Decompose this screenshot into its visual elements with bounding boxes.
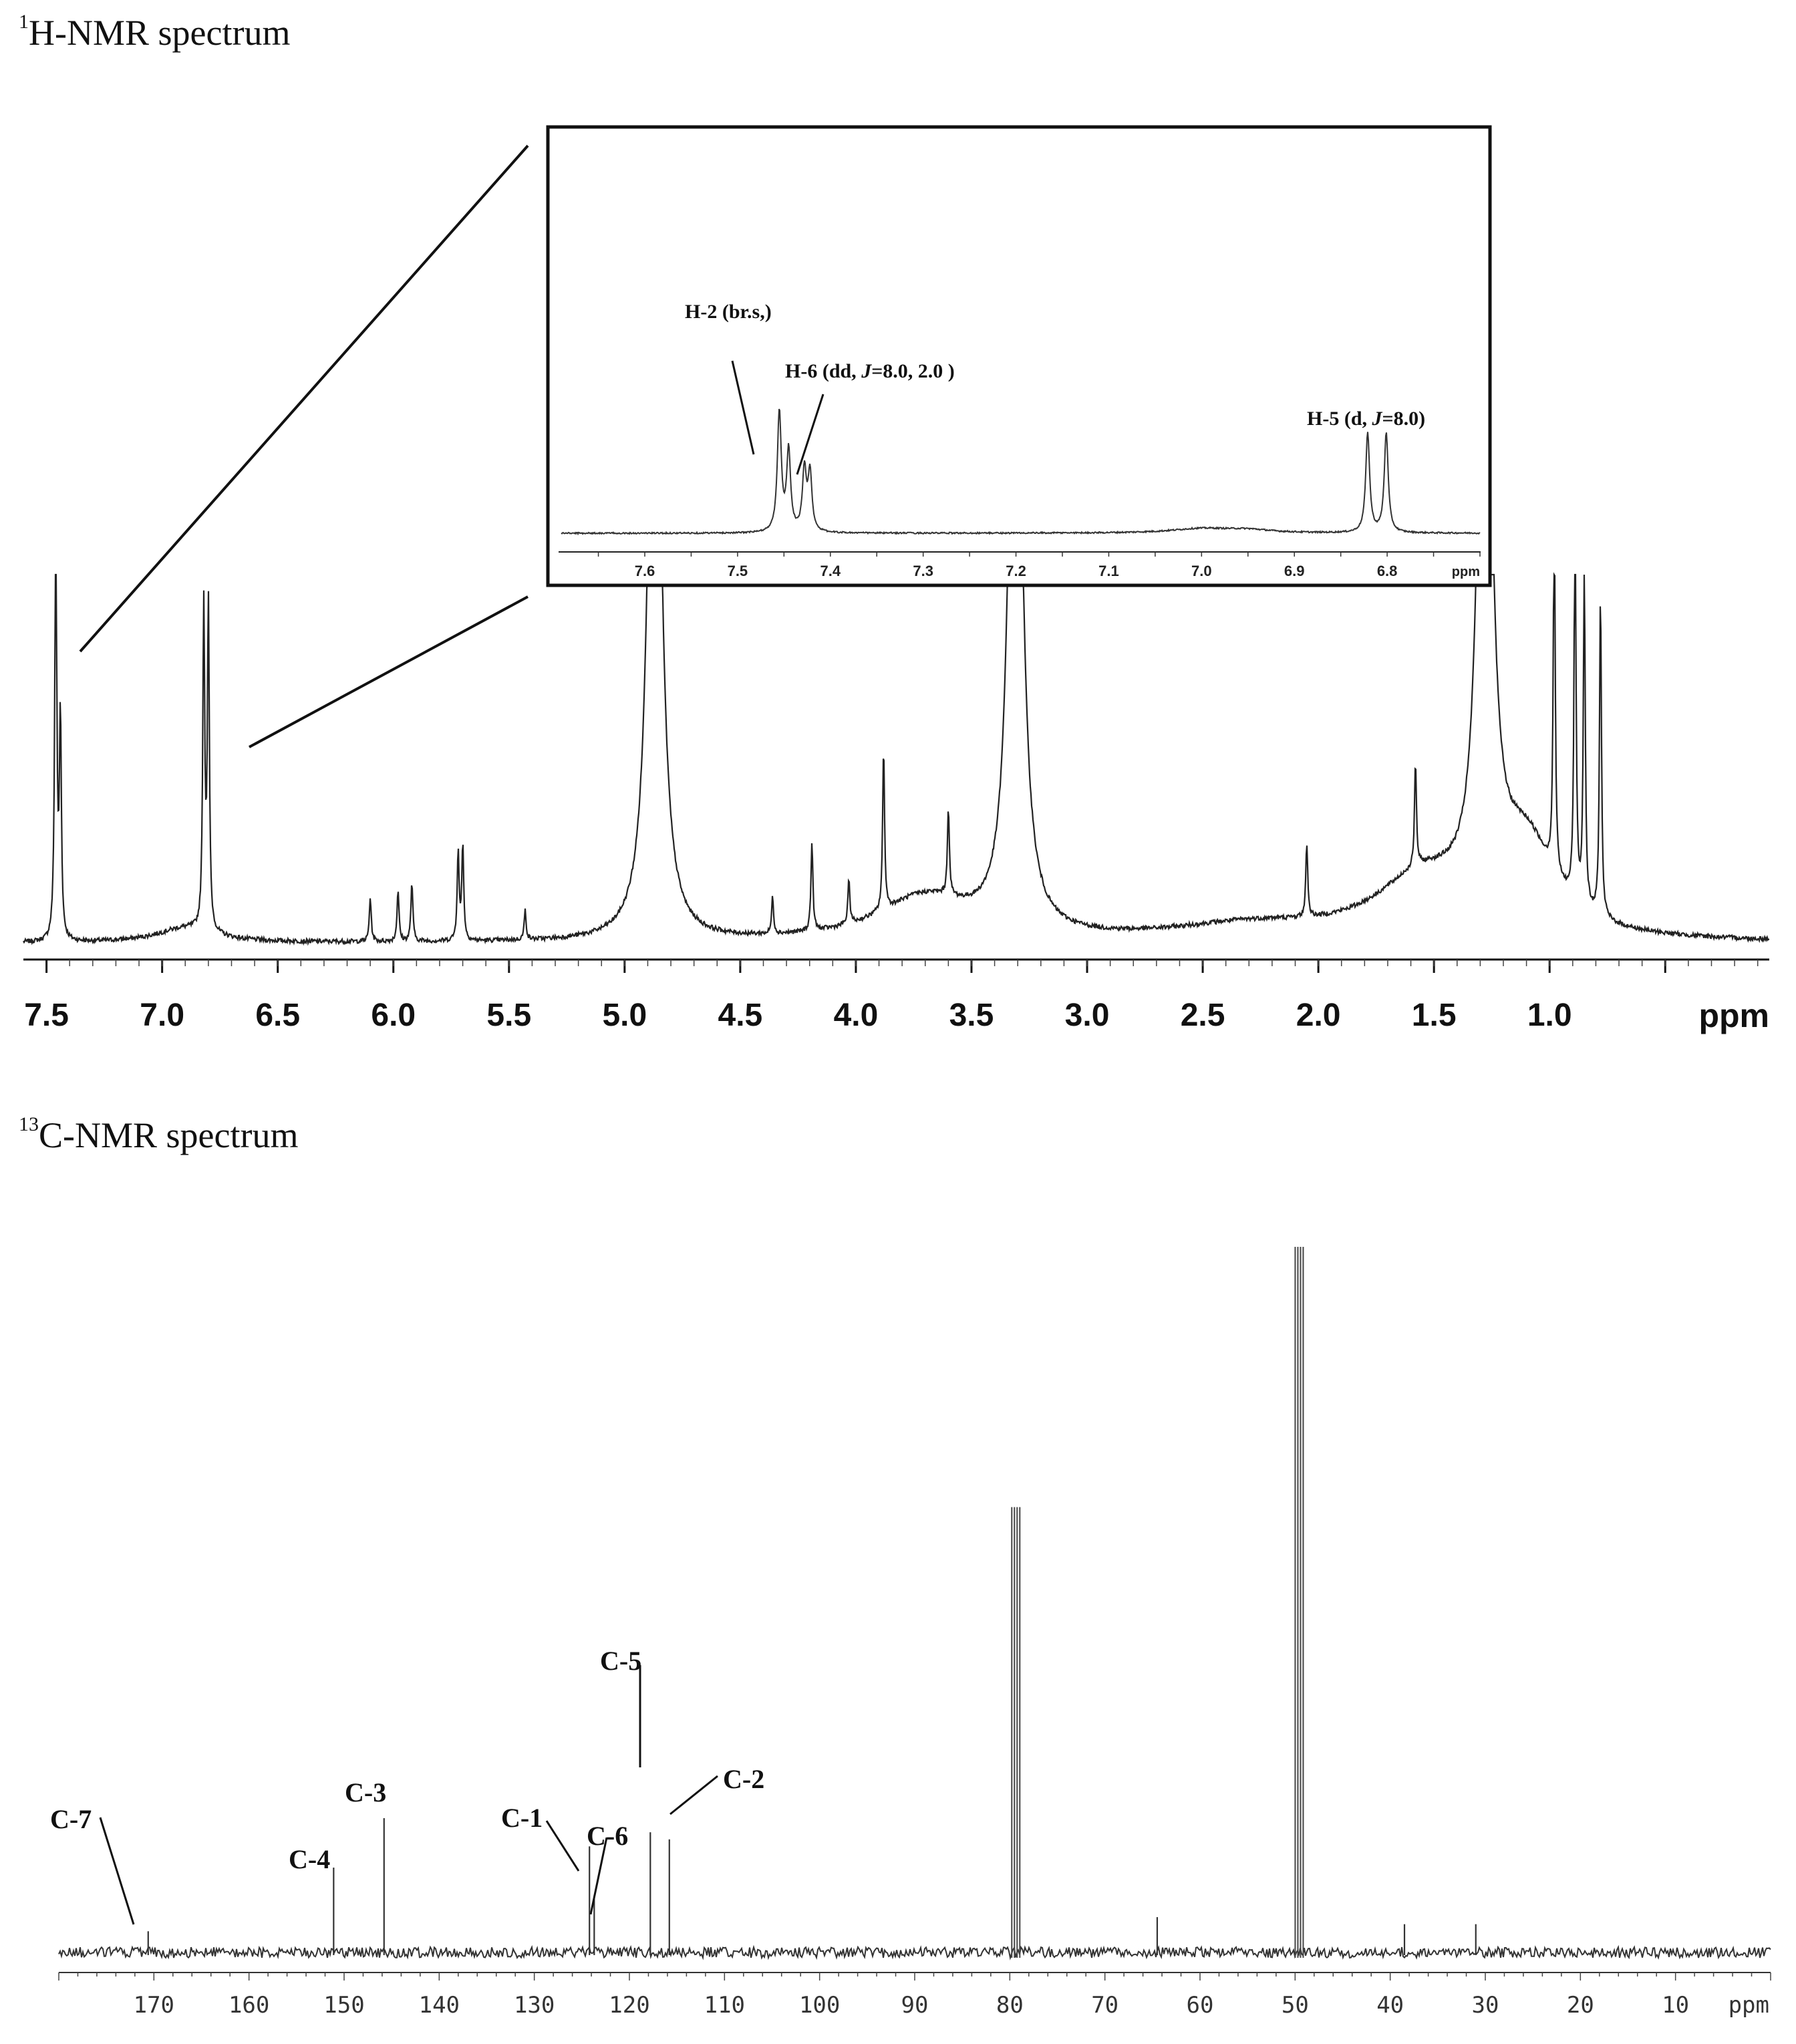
zoom-line-upper <box>79 144 529 653</box>
h-tick-label: 6.5 <box>255 998 300 1033</box>
h-tick-label: 4.0 <box>834 998 879 1033</box>
inset-axis-unit: ppm <box>1452 565 1480 579</box>
c-pointer-c-1 <box>545 1820 580 1872</box>
c-label-c-5: C-5 <box>600 1646 641 1676</box>
inset-tick-label: 7.2 <box>1006 563 1026 579</box>
c-label-c-1: C-1 <box>501 1803 543 1833</box>
inset-label-h5: H-5 (d, J=8.0) <box>1307 408 1425 430</box>
h-x-ticks <box>45 960 1759 973</box>
c-label-c-4: C-4 <box>289 1844 330 1874</box>
h6-pointer <box>796 394 825 475</box>
c-tick-label: 120 <box>609 1992 649 2019</box>
h-tick-label: 7.0 <box>140 998 184 1033</box>
h-tick-label: 5.0 <box>602 998 647 1033</box>
h-tick-label: 2.5 <box>1181 998 1225 1033</box>
h-tick-label: 3.5 <box>949 998 994 1033</box>
h-tick-label: 7.5 <box>24 998 69 1033</box>
c-tick-label: 70 <box>1091 1992 1118 2019</box>
inset-spectrum-trace <box>561 408 1481 536</box>
inset-label-h6: H-6 (dd, J=8.0, 2.0 ) <box>785 360 955 382</box>
c-tick-label: 110 <box>704 1992 745 2019</box>
c-tick-label: 150 <box>323 1992 364 2019</box>
h-tick-label: 5.5 <box>486 998 531 1033</box>
c-label-c-6: C-6 <box>587 1821 628 1851</box>
c-peak-8 <box>1294 1247 1304 1958</box>
c-pointer-c-7 <box>99 1817 135 1925</box>
c-baseline-noise <box>58 1944 1771 1960</box>
h-tick-label: 3.0 <box>1065 998 1110 1033</box>
inset-tick-label: 7.4 <box>820 563 841 579</box>
h-axis-unit: ppm <box>1698 997 1769 1034</box>
inset-label-h2: H-2 (br.s,) <box>685 301 772 323</box>
h2-pointer <box>731 360 755 455</box>
c-tick-label: 90 <box>901 1992 929 2019</box>
c-tick-label: 100 <box>799 1992 840 2019</box>
c-tick-label: 160 <box>229 1992 269 2019</box>
h-nmr-title: 1H-NMR spectrum <box>19 11 291 53</box>
c-nmr-title: 13C-NMR spectrum <box>19 1113 299 1155</box>
inset-tick-label: 7.6 <box>635 563 655 579</box>
c-tick-label: 10 <box>1662 1992 1689 2019</box>
c-tick-label: 40 <box>1376 1992 1404 2019</box>
h-tick-label: 2.0 <box>1296 998 1341 1033</box>
c-tick-label: 60 <box>1187 1992 1214 2019</box>
c-tick-label: 170 <box>134 1992 174 2019</box>
h-tick-label: 1.5 <box>1412 998 1457 1033</box>
inset-tick-label: 7.1 <box>1098 563 1119 579</box>
inset-tick-label: 7.3 <box>913 563 933 579</box>
c-tick-label: 80 <box>996 1992 1024 2019</box>
inset-tick-label: 7.0 <box>1191 563 1212 579</box>
c-label-c-2: C-2 <box>723 1764 764 1794</box>
c-label-c-7: C-7 <box>50 1804 92 1834</box>
inset-tick-label: 6.8 <box>1377 563 1398 579</box>
inset-tick-label: 6.9 <box>1284 563 1305 579</box>
c-tick-label: 30 <box>1472 1992 1499 2019</box>
h-tick-label: 6.0 <box>371 998 416 1033</box>
h-nmr-spectrum: 7.5 7.0 6.5 6.0 5.5 5.0 4.5 4.0 3.5 3.0 2.5 2.0 1.5 1… <box>23 125 1770 1034</box>
inset-tick-label: 7.5 <box>728 563 748 579</box>
c-tick-label: 140 <box>419 1992 460 2019</box>
zoom-line-lower <box>249 595 529 748</box>
inset-frame <box>546 125 1492 587</box>
c-pointer-c-6 <box>589 1837 608 1915</box>
h-tick-label: 1.0 <box>1527 998 1572 1033</box>
c-axis-unit: ppm <box>1729 1992 1769 2019</box>
c-peak-7 <box>1011 1507 1021 1958</box>
c-label-c-3: C-3 <box>345 1777 386 1807</box>
h-tick-label: 4.5 <box>718 998 763 1033</box>
c-pointer-c-2 <box>669 1775 718 1815</box>
h-spectrum-trace <box>23 572 1770 946</box>
c-tick-label: 50 <box>1282 1992 1309 2019</box>
c-nmr-spectrum: 170 160 150 140 130 120 110 100 90 80 70 60 50 40 30 20… <box>50 1247 1771 2019</box>
c-tick-label: 130 <box>514 1992 555 2019</box>
c-tick-label: 20 <box>1567 1992 1594 2019</box>
